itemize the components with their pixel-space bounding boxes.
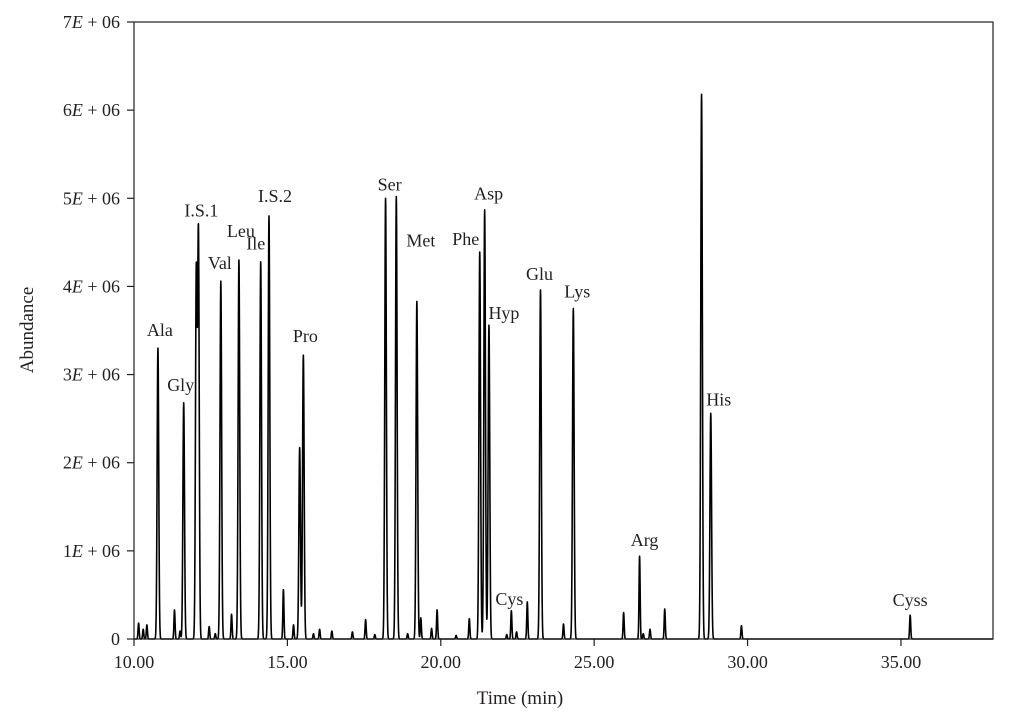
peak-label-val: Val: [208, 253, 232, 273]
peak-label-is1: I.S.1: [184, 201, 218, 221]
peak-label-cyss: Cyss: [893, 590, 928, 610]
plot-frame: [133, 21, 994, 640]
x-tick-label: 10.00: [114, 652, 155, 672]
x-tick-label: 25.00: [574, 652, 615, 672]
peak-label-phe: Phe: [452, 229, 479, 249]
peak-label-cys: Cys: [495, 589, 523, 609]
peak-label-ile: Ile: [246, 234, 265, 254]
peak-label-met: Met: [406, 230, 435, 250]
y-axis-ticks: 0 1E + 06 2E + 06 3E + 06 4E + 06 5E + 06 6E +…: [63, 12, 134, 649]
x-tick-label: 20.00: [421, 652, 462, 672]
y-tick-label: 3E + 06: [63, 365, 120, 385]
peak-label-leu: Leu: [227, 221, 255, 241]
peak-label-pro: Pro: [293, 326, 318, 346]
peak-label-hyp: Hyp: [488, 303, 519, 323]
x-axis-label: Time (min): [477, 688, 563, 709]
peak-label-gly: Gly: [167, 375, 194, 395]
x-tick-label: 35.00: [881, 652, 922, 672]
y-tick-label: 4E + 06: [63, 276, 120, 296]
chromatogram-trace: [133, 93, 994, 640]
y-tick-label: 7E + 06: [63, 12, 120, 32]
peak-label-asp: Asp: [474, 184, 503, 204]
y-tick-label: 1E + 06: [63, 541, 120, 561]
x-tick-label: 15.00: [267, 652, 308, 672]
peak-label-his: His: [706, 389, 731, 409]
peak-label-is2: I.S.2: [258, 186, 292, 206]
peak-label-arg: Arg: [631, 530, 659, 550]
x-axis-ticks: 10.00 15.00 20.00 25.00 30.00 35.00: [114, 639, 921, 672]
peak-label-lys: Lys: [564, 281, 590, 301]
y-tick-label: 5E + 06: [63, 188, 120, 208]
y-tick-label: 6E + 06: [63, 100, 120, 120]
x-tick-label: 30.00: [727, 652, 768, 672]
peak-label-ala: Ala: [147, 320, 173, 340]
peak-label-ser: Ser: [378, 174, 402, 194]
peak-label-glu: Glu: [526, 264, 553, 284]
y-tick-label: 0: [111, 629, 120, 649]
y-tick-label: 2E + 06: [63, 453, 120, 473]
y-axis-label: Abundance: [17, 287, 38, 374]
